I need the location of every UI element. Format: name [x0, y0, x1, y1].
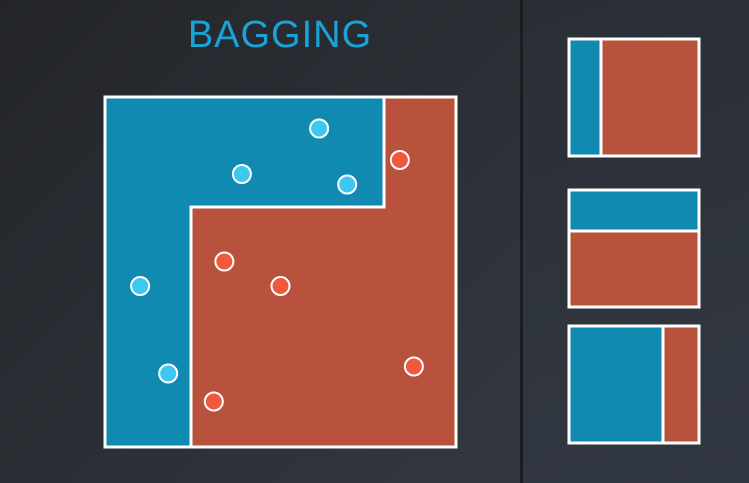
red-point-6	[389, 150, 410, 170]
main-red-region	[191, 97, 456, 447]
data-points	[130, 118, 424, 412]
blue-point-4	[130, 276, 151, 296]
weak-learner-2	[567, 188, 701, 309]
wl2-blue-region	[569, 190, 699, 231]
blue-point-2	[231, 164, 252, 184]
diagram-title: BAGGING	[187, 14, 373, 56]
red-point-7	[214, 251, 235, 272]
main-border	[103, 95, 458, 449]
wl2-border	[567, 188, 701, 309]
wl3-border	[567, 324, 701, 445]
wl1-blue-region	[569, 39, 601, 156]
red-point-8	[270, 276, 291, 296]
weak-learner-3	[567, 324, 701, 445]
weak-learner-1	[567, 37, 701, 158]
ensemble-boundary	[103, 95, 458, 449]
panel-divider	[520, 0, 523, 483]
wl1-red-region	[601, 39, 699, 156]
wl1-border	[567, 37, 701, 158]
wl3-blue-region	[569, 326, 663, 443]
blue-point-3	[337, 174, 358, 195]
blue-point-5	[158, 363, 179, 384]
decision-boundary-line	[189, 97, 386, 447]
red-point-10	[203, 391, 224, 412]
wl3-red-region	[663, 326, 699, 443]
red-point-9	[403, 356, 424, 377]
wl2-red-region	[569, 231, 699, 307]
blue-point-1	[309, 118, 330, 139]
